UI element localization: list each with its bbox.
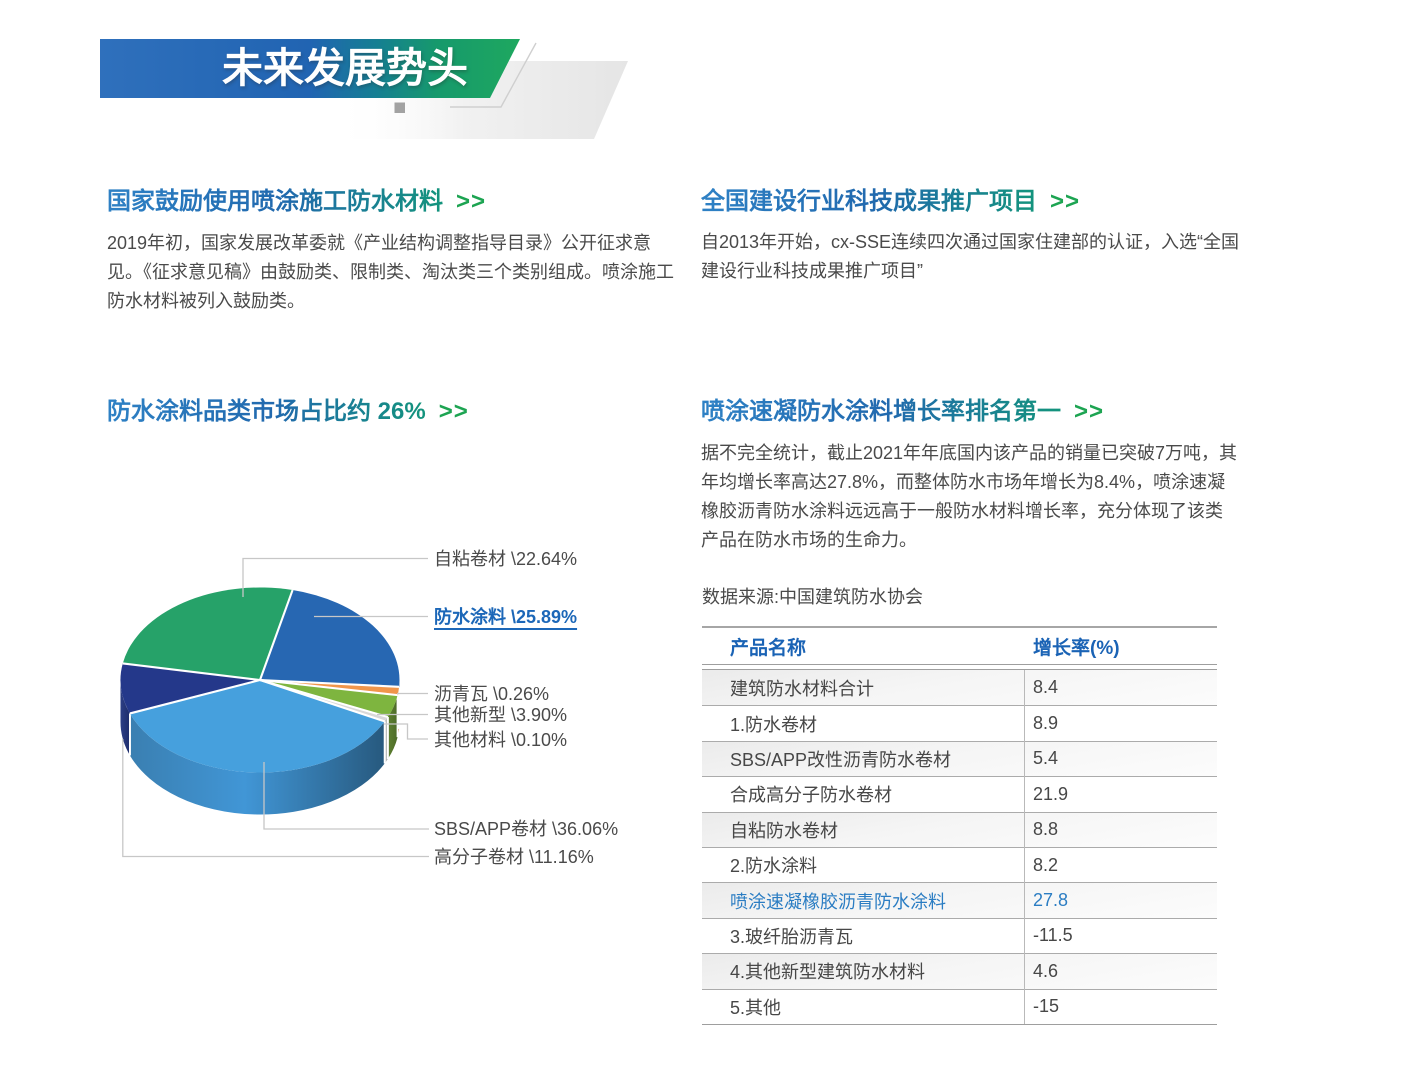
table-cell-growth: -15 bbox=[1033, 996, 1060, 1017]
table-header-growth: 增长率(%) bbox=[1033, 637, 1120, 659]
table-row: 5.其他 -15 bbox=[702, 988, 1217, 1024]
section-title-award-text: 全国建设行业科技成果推广项目 bbox=[701, 188, 1037, 215]
table-cell-product: 自粘防水卷材 bbox=[730, 820, 838, 841]
table-cell-growth: 8.9 bbox=[1033, 713, 1059, 734]
table-cell-product: 2.防水涂料 bbox=[730, 856, 818, 877]
table-row: 喷涂速凝橡胶沥青防水涂料 27.8 bbox=[702, 882, 1217, 918]
more-arrow-icon[interactable]: >> bbox=[1074, 398, 1105, 425]
section-title-market-share: 防水涂料品类市场占比约 26% >> bbox=[107, 396, 469, 428]
more-arrow-icon[interactable]: >> bbox=[1050, 188, 1081, 215]
more-arrow-icon[interactable]: >> bbox=[438, 398, 469, 425]
table-cell-product: 合成高分子防水卷材 bbox=[730, 785, 892, 806]
table-body: 建筑防水材料合计 8.4 1.防水卷材 8.9 SBS/APP改性沥青防水卷材 5.4 合成… bbox=[702, 670, 1217, 1025]
section-title-award: 全国建设行业科技成果推广项目 >> bbox=[701, 186, 1080, 218]
pie-leader-line bbox=[242, 557, 428, 597]
table-cell-growth: 27.8 bbox=[1033, 890, 1069, 911]
section-title-growth-text: 喷涂速凝防水涂料增长率排名第一 bbox=[701, 398, 1061, 425]
pie-leader-line bbox=[122, 739, 429, 858]
page-title: 未来发展势头 bbox=[222, 45, 468, 91]
table-cell-product: 建筑防水材料合计 bbox=[730, 678, 874, 699]
pie-leader-line bbox=[384, 723, 428, 740]
table-cell-growth: 21.9 bbox=[1033, 783, 1069, 804]
pie-label-SBS/APP卷材: SBS/APP卷材 \36.06% bbox=[434, 819, 619, 839]
table-row: 1.防水卷材 8.9 bbox=[702, 705, 1217, 740]
pie-slice-seam bbox=[259, 678, 400, 688]
table-header-row: 产品名称 增长率(%) bbox=[702, 626, 1217, 665]
table-cell-growth: 8.8 bbox=[1033, 819, 1059, 840]
pie-slice-wall bbox=[129, 713, 385, 815]
pie-slice-seam bbox=[259, 678, 398, 697]
pie-label-高分子卷材: 高分子卷材 \11.16% bbox=[434, 847, 594, 867]
pie-slice-seam bbox=[259, 589, 294, 681]
banner-square-dot bbox=[394, 102, 405, 113]
pie-slice-自粘卷材 bbox=[122, 587, 293, 680]
table-cell-growth: 8.2 bbox=[1033, 854, 1059, 875]
growth-table: 产品名称 增长率(%) 建筑防水材料合计 8.4 1.防水卷材 8.9 SBS/APP改… bbox=[702, 626, 1217, 1025]
pie-label-其他材料: 其他材料 \0.10% bbox=[434, 729, 568, 750]
table-header-double-line bbox=[702, 665, 1217, 670]
table-cell-product: SBS/APP改性沥青防水卷材 bbox=[730, 749, 952, 770]
table-row: SBS/APP改性沥青防水卷材 5.4 bbox=[702, 740, 1217, 777]
section-title-policy-text: 国家鼓励使用喷涂施工防水材料 bbox=[107, 188, 443, 215]
table-cell-growth: 8.4 bbox=[1033, 677, 1059, 698]
table-column-divider bbox=[1024, 670, 1025, 1024]
pie-slice-wall bbox=[120, 680, 130, 756]
pie-label-防水涂料[interactable]: 防水涂料 \25.89% bbox=[434, 607, 578, 627]
pie-chart bbox=[120, 557, 429, 858]
table-row: 建筑防水材料合计 8.4 bbox=[702, 670, 1217, 706]
table-cell-product: 3.玻纤胎沥青瓦 bbox=[730, 926, 854, 947]
banner-decoration bbox=[100, 39, 628, 139]
pie-slice-wall bbox=[387, 695, 398, 760]
data-source-note: 数据来源:中国建筑防水协会 bbox=[702, 587, 923, 607]
banner-main-shape bbox=[100, 39, 520, 98]
table-cell-product: 喷涂速凝橡胶沥青防水涂料 bbox=[730, 891, 946, 912]
pie-slice-seam bbox=[129, 678, 261, 715]
table-row: 自粘防水卷材 8.8 bbox=[702, 811, 1217, 847]
table-cell-product: 5.其他 bbox=[730, 997, 782, 1018]
section-title-policy: 国家鼓励使用喷涂施工防水材料 >> bbox=[107, 186, 486, 218]
section-title-market-share-text: 防水涂料品类市场占比约 26% bbox=[107, 398, 426, 425]
table-cell-growth: 5.4 bbox=[1033, 748, 1059, 769]
pie-slice-SBS/APP卷材 bbox=[129, 680, 385, 773]
section-body-award: 自2013年开始，cx-SSE连续四次通过国家住建部的认证，入选“全国 建设行业… bbox=[701, 232, 1240, 281]
pie-label-其他新型: 其他新型 \3.90% bbox=[434, 705, 568, 725]
table-cell-product: 4.其他新型建筑防水材料 bbox=[730, 962, 926, 983]
banner-outline-shape bbox=[450, 42, 537, 108]
section-body-policy: 2019年初，国家发展改革委就《产业结构调整指导目录》公开征求意 见。《征求意见… bbox=[107, 233, 674, 311]
section-body-growth: 据不完全统计，截止2021年年底国内该产品的销量已突破7万吨，其 年均增长率高达… bbox=[701, 443, 1238, 550]
pie-slice-防水涂料 bbox=[260, 590, 400, 687]
table-row: 4.其他新型建筑防水材料 4.6 bbox=[702, 953, 1217, 989]
table-row: 2.防水涂料 8.2 bbox=[702, 846, 1217, 882]
pie-slice-seam bbox=[122, 662, 261, 682]
table-cell-growth: 4.6 bbox=[1033, 960, 1059, 981]
pie-label-沥青瓦: 沥青瓦 \0.26% bbox=[434, 684, 550, 704]
table-cell-product: 1.防水卷材 bbox=[730, 714, 818, 735]
more-arrow-icon[interactable]: >> bbox=[456, 188, 487, 215]
table-header-product: 产品名称 bbox=[730, 637, 807, 659]
pie-leader-line bbox=[263, 762, 429, 830]
table-cell-growth: -11.5 bbox=[1033, 925, 1073, 946]
pie-slice-seam bbox=[259, 679, 386, 723]
pie-label-自粘卷材: 自粘卷材 \22.64% bbox=[434, 549, 578, 569]
table-row: 合成高分子防水卷材 21.9 bbox=[702, 776, 1217, 811]
table-row: 3.玻纤胎沥青瓦 -11.5 bbox=[702, 917, 1217, 953]
section-title-growth: 喷涂速凝防水涂料增长率排名第一 >> bbox=[701, 396, 1104, 428]
